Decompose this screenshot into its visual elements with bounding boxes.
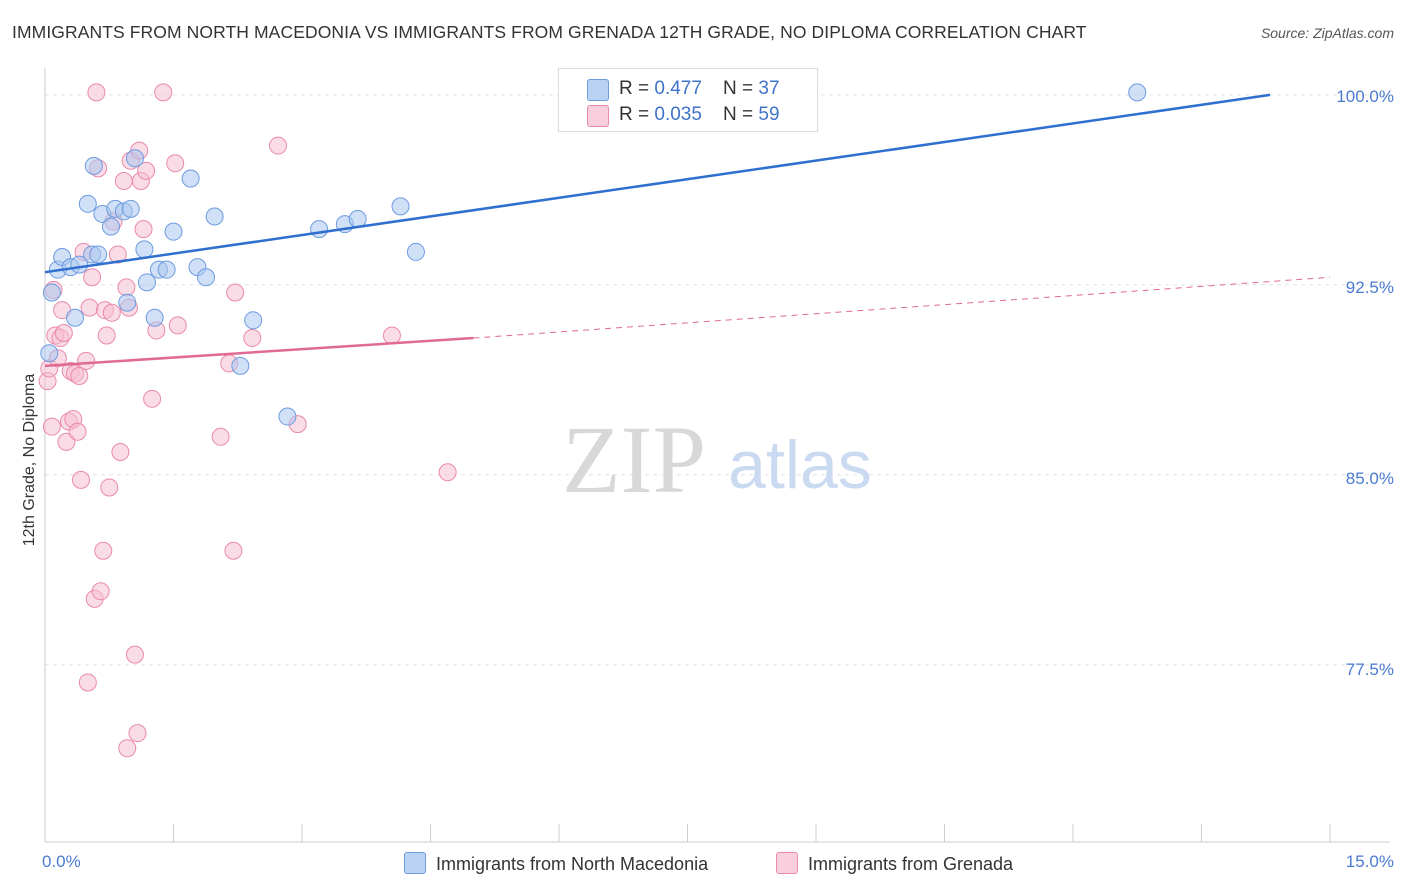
data-point xyxy=(391,197,410,216)
blue-swatch xyxy=(587,79,609,101)
blue-swatch xyxy=(404,852,426,874)
data-point xyxy=(134,220,153,239)
data-point xyxy=(137,273,156,292)
data-point xyxy=(40,344,59,363)
legend-n-label: N = xyxy=(723,78,759,99)
y-tick-92-5: 92.5% xyxy=(1345,278,1394,297)
data-point xyxy=(68,422,87,441)
data-point xyxy=(211,427,230,446)
y-axis-label: 12th Grade, No Diploma xyxy=(21,373,38,547)
data-point xyxy=(164,222,183,241)
data-point xyxy=(54,323,73,342)
data-point xyxy=(101,217,120,236)
north-macedonia-points xyxy=(40,83,1147,426)
data-point xyxy=(269,136,288,155)
data-point xyxy=(80,298,99,317)
data-point xyxy=(100,478,119,497)
x-tick-max: 15.0% xyxy=(1345,852,1394,871)
data-point xyxy=(114,172,133,191)
trend-line-north-macedonia xyxy=(44,93,1271,274)
data-point xyxy=(157,260,176,279)
bottom-legend-north-macedonia: Immigrants from North Macedonia xyxy=(404,852,708,875)
legend-r-label: R = xyxy=(619,78,655,99)
data-point xyxy=(145,308,164,327)
watermark: ZIP atlas xyxy=(562,406,872,513)
data-point xyxy=(118,293,137,312)
data-point xyxy=(278,407,297,426)
data-point xyxy=(243,329,262,348)
data-point xyxy=(231,356,250,375)
data-point xyxy=(166,154,185,173)
data-point xyxy=(117,278,136,297)
data-point xyxy=(121,199,140,218)
axes xyxy=(44,68,1390,843)
data-point xyxy=(91,582,110,601)
data-point xyxy=(83,268,102,287)
data-point xyxy=(406,242,425,261)
bottom-legend-label: Immigrants from North Macedonia xyxy=(436,854,709,874)
grenada-points xyxy=(38,83,457,758)
data-point xyxy=(57,432,76,451)
data-point xyxy=(78,194,97,213)
gridlines xyxy=(45,94,1390,666)
data-point xyxy=(135,240,154,259)
legend-n-value: 59 xyxy=(758,104,780,125)
y-tick-85: 85.0% xyxy=(1345,469,1394,488)
data-point xyxy=(118,739,137,758)
source-credit: Source: ZipAtlas.com xyxy=(1260,25,1394,41)
data-point xyxy=(87,83,106,102)
stats-legend: R = 0.477 N = 37 R = 0.035 N = 59 xyxy=(558,68,818,132)
watermark-atlas: atlas xyxy=(728,427,872,503)
data-point xyxy=(89,245,108,264)
data-point xyxy=(111,443,130,461)
data-point xyxy=(224,541,243,560)
y-tick-100: 100.0% xyxy=(1336,87,1394,106)
data-point xyxy=(154,83,173,102)
data-point xyxy=(84,156,103,175)
data-point xyxy=(244,311,263,330)
trend-line-grenada-projection xyxy=(473,276,1331,339)
data-point xyxy=(168,316,187,335)
pink-swatch xyxy=(776,852,798,874)
x-tick-min: 0.0% xyxy=(42,852,81,871)
legend-n-value: 37 xyxy=(758,78,780,99)
legend-r-value: 0.477 xyxy=(654,78,702,99)
trend-lines xyxy=(44,93,1331,368)
data-point xyxy=(71,470,90,489)
data-point xyxy=(102,303,121,322)
data-point xyxy=(94,541,113,560)
bottom-legend-grenada: Immigrants from Grenada xyxy=(776,852,1013,875)
data-point xyxy=(97,326,116,345)
data-point xyxy=(1128,83,1147,102)
data-point xyxy=(382,326,401,345)
data-point xyxy=(438,463,457,482)
data-point xyxy=(125,645,144,664)
data-point xyxy=(77,351,96,370)
data-point xyxy=(181,169,200,188)
legend-n-label: N = xyxy=(723,104,759,125)
trend-line-grenada xyxy=(44,336,474,368)
data-point xyxy=(65,308,84,327)
data-point xyxy=(226,283,245,302)
bottom-legend-label: Immigrants from Grenada xyxy=(808,854,1014,874)
legend-r-value: 0.035 xyxy=(654,104,702,125)
data-point xyxy=(70,367,89,386)
data-point xyxy=(108,245,127,264)
y-tick-77-5: 77.5% xyxy=(1345,660,1394,679)
data-point xyxy=(197,268,216,287)
legend-r-label: R = xyxy=(619,104,655,125)
data-point xyxy=(137,161,156,180)
data-point xyxy=(143,389,162,408)
data-point xyxy=(42,283,61,302)
data-point xyxy=(128,724,147,743)
chart-title: IMMIGRANTS FROM NORTH MACEDONIA VS IMMIG… xyxy=(12,22,1087,42)
pink-swatch xyxy=(587,105,609,127)
data-point xyxy=(42,417,61,436)
data-point xyxy=(310,220,329,239)
watermark-zip: ZIP xyxy=(562,406,706,513)
data-point xyxy=(78,673,97,692)
data-point xyxy=(125,149,144,168)
data-point xyxy=(205,207,224,226)
